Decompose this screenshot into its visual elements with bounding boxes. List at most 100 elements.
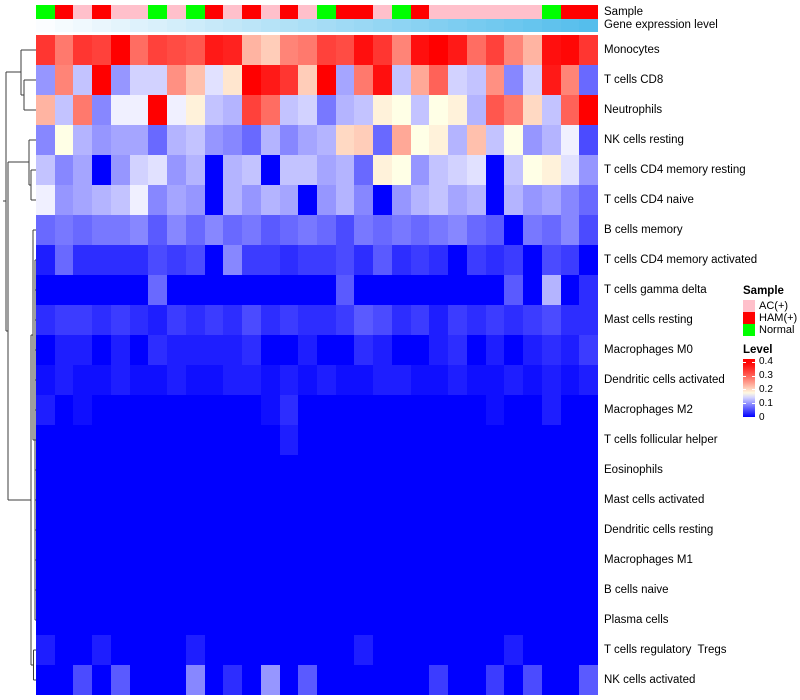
heatmap-cell [148, 605, 168, 635]
heatmap-cell [504, 95, 524, 125]
heatmap-cell [354, 515, 374, 545]
heatmap-cell [129, 245, 149, 275]
heatmap-cell [504, 365, 524, 395]
gene-expression-annotation-cell [317, 19, 336, 32]
sample-annotation-cell [129, 5, 149, 19]
heatmap-cell [92, 65, 111, 95]
heatmap-cell [504, 185, 524, 215]
heatmap-cell [279, 395, 299, 425]
heatmap-cell [504, 515, 524, 545]
heatmap-cell [579, 485, 598, 515]
heatmap-cell [129, 125, 149, 155]
heatmap-cell [466, 635, 486, 665]
row-label: Monocytes [604, 44, 660, 56]
heatmap-cell [485, 245, 505, 275]
gene-expression-annotation-cell [579, 19, 599, 32]
heatmap-cell [279, 245, 299, 275]
level-tick-label: 0.3 [759, 370, 773, 382]
heatmap-cell [223, 575, 243, 605]
heatmap-cell [92, 605, 111, 635]
heatmap-cell [523, 95, 542, 125]
heatmap-cell [73, 425, 93, 455]
heatmap-cell [223, 545, 243, 575]
heatmap-cell [148, 275, 168, 305]
heatmap-cell [410, 245, 430, 275]
level-tick-label: 0 [759, 411, 765, 423]
heatmap-cell [560, 365, 580, 395]
heatmap-cell [391, 65, 411, 95]
row-label: T cells gamma delta [604, 284, 707, 296]
heatmap-cell [429, 425, 449, 455]
heatmap-cell [429, 365, 449, 395]
heatmap-cell [279, 485, 299, 515]
heatmap-cell [260, 365, 280, 395]
heatmap-cell [185, 215, 205, 245]
heatmap-cell [223, 245, 243, 275]
heatmap-cell [354, 455, 374, 485]
legend-item-label: AC(+) [759, 300, 789, 312]
heatmap-cell [373, 395, 392, 425]
heatmap-cell [242, 665, 261, 695]
heatmap-cell [466, 485, 486, 515]
gene-expression-annotation-cell [391, 19, 411, 32]
heatmap-cell [373, 305, 392, 335]
heatmap-cell [298, 425, 317, 455]
row-label: T cells CD4 memory resting [604, 164, 746, 176]
heatmap-cell [223, 125, 243, 155]
row-label: Mast cells resting [604, 314, 693, 326]
gene-expression-annotation-cell [448, 19, 467, 32]
heatmap-cell [92, 155, 111, 185]
heatmap-cell [204, 455, 224, 485]
heatmap-cell [335, 395, 355, 425]
heatmap-cell [185, 455, 205, 485]
level-tick-dash [743, 403, 746, 404]
heatmap-cell [167, 605, 186, 635]
heatmap-cell [410, 395, 430, 425]
heatmap-cell [466, 155, 486, 185]
heatmap-cell [110, 125, 130, 155]
heatmap-cell [448, 635, 467, 665]
heatmap-cell [242, 545, 261, 575]
heatmap-cell [167, 635, 186, 665]
level-tick-label: 0.4 [759, 356, 773, 368]
heatmap-cell [36, 185, 55, 215]
heatmap-cell [354, 155, 374, 185]
sample-annotation-cell [298, 5, 318, 19]
heatmap-cell [391, 665, 411, 695]
heatmap-cell [129, 215, 149, 245]
heatmap-cell [148, 515, 168, 545]
level-tick-dash [752, 362, 755, 363]
heatmap-cell [260, 275, 280, 305]
heatmap-cell [36, 275, 55, 305]
gene-expression-annotation-cell [373, 19, 392, 32]
sample-annotation-cell [110, 5, 130, 19]
heatmap-cell [279, 305, 299, 335]
row-label: Dendritic cells activated [604, 374, 725, 386]
heatmap-cell [335, 95, 355, 125]
heatmap-cell [317, 485, 336, 515]
heatmap-cell [317, 335, 336, 365]
heatmap-cell [73, 395, 93, 425]
gene-expression-annotation-cell [260, 19, 280, 32]
heatmap-cell [504, 545, 524, 575]
heatmap-cell [92, 665, 111, 695]
heatmap-cell [260, 605, 280, 635]
heatmap-cell [335, 335, 355, 365]
gene-expression-annotation-cell [167, 19, 186, 32]
heatmap-cell [541, 575, 561, 605]
heatmap-cell [560, 125, 580, 155]
heatmap-cell [354, 335, 374, 365]
heatmap-cell [204, 185, 224, 215]
heatmap-cell [110, 65, 130, 95]
heatmap-cell [223, 95, 243, 125]
sample-annotation-cell [279, 5, 299, 19]
heatmap-cell [185, 485, 205, 515]
heatmap-cell [223, 455, 243, 485]
heatmap-cell [73, 605, 93, 635]
heatmap-cell [260, 215, 280, 245]
heatmap-cell [110, 35, 130, 65]
heatmap-cell [298, 515, 317, 545]
heatmap-cell [560, 515, 580, 545]
heatmap-cell [335, 215, 355, 245]
